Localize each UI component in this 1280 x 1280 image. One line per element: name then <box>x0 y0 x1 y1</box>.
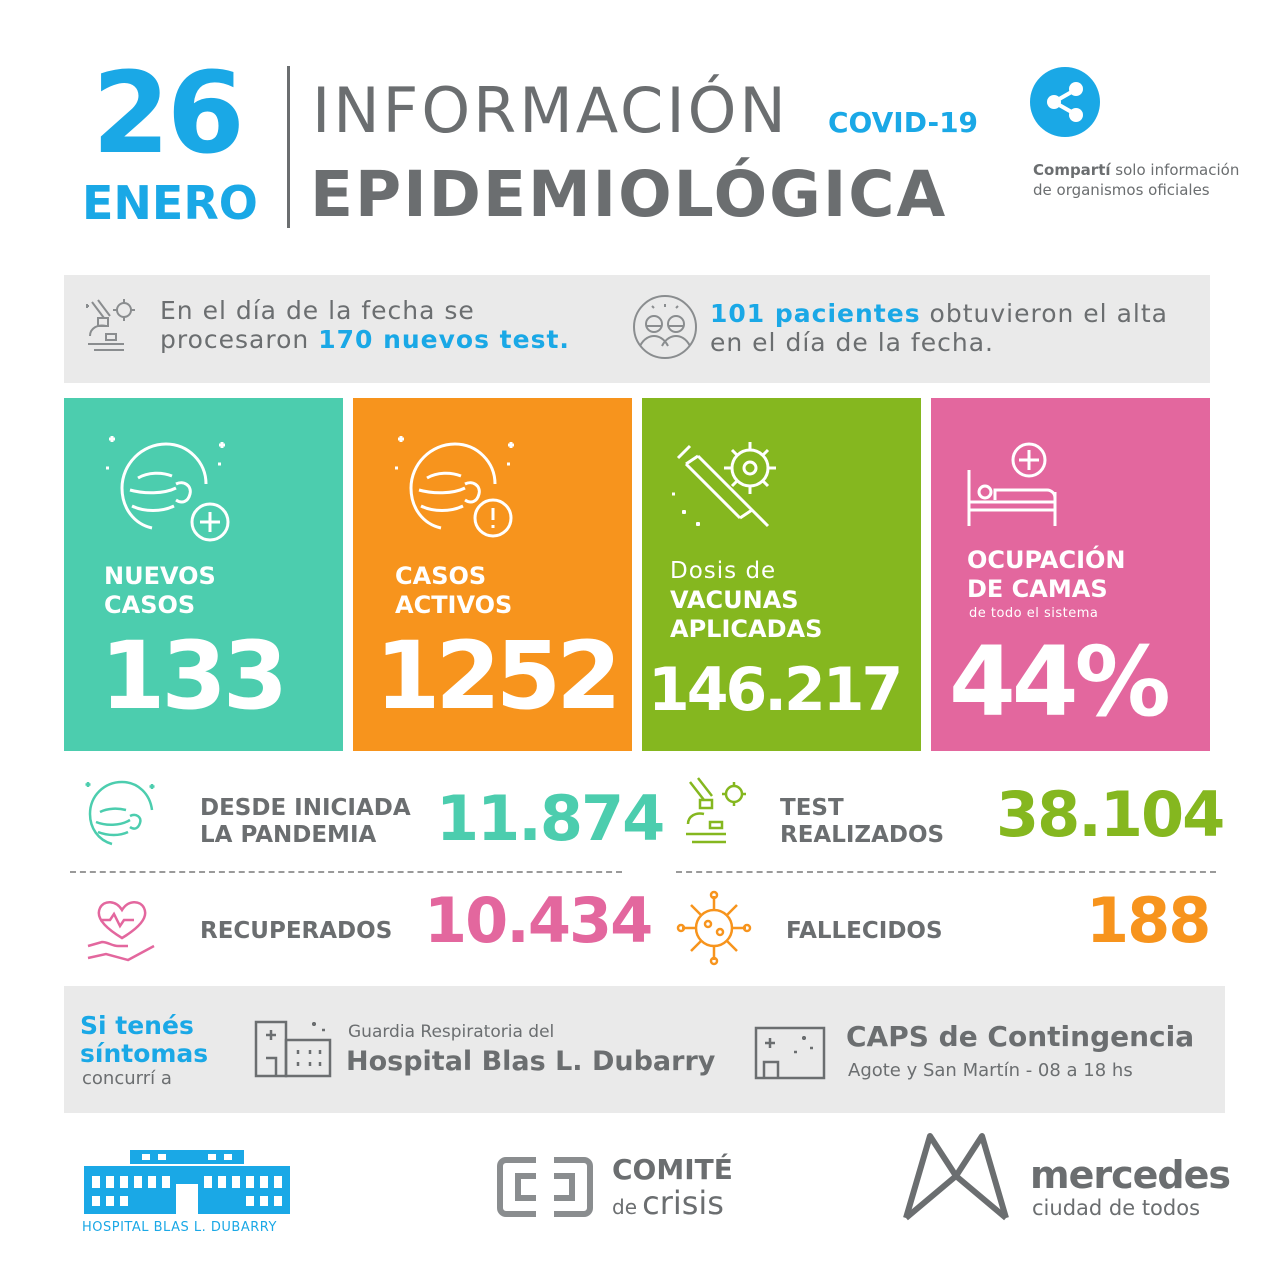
card-vacunas-value: 146.217 <box>648 655 903 725</box>
stat-pandemia-label-2: LA PANDEMIA <box>200 822 377 848</box>
mercedes-title: mercedes <box>1030 1153 1231 1197</box>
stat-pandemia-value: 11.874 <box>436 782 665 855</box>
divider-left <box>70 871 622 873</box>
patients-icon <box>632 294 698 364</box>
discharges-text: 101 pacientes obtuvieron el alta en el d… <box>710 299 1180 357</box>
card-camas-label-2: DE CAMAS <box>967 575 1108 603</box>
comite-crisis: crisis <box>642 1184 724 1222</box>
date-day: 26 <box>92 49 245 179</box>
share-note: Compartí solo información de organismos … <box>1033 160 1253 200</box>
comite-logo-icon <box>496 1156 596 1222</box>
share-note-text: solo información de organismos oficiales <box>1033 161 1240 199</box>
guardia-small: Guardia Respiratoria del <box>348 1022 555 1042</box>
card-activos-label-1: CASOS <box>395 562 487 590</box>
symptoms-line-2: síntomas <box>80 1039 209 1068</box>
date-month: ENERO <box>82 176 258 230</box>
syringe-virus-icon <box>668 434 788 548</box>
mask-plus-icon <box>102 428 232 552</box>
hospital-logo <box>82 1144 292 1222</box>
comite-subtitle: de crisis <box>612 1186 724 1226</box>
virus-icon <box>676 890 752 970</box>
stat-fallecidos-value: 188 <box>1086 884 1211 957</box>
tests-today-pre: En el día de la fecha se procesaron <box>160 296 475 354</box>
stat-recuperados-value: 10.434 <box>424 884 653 957</box>
symptoms-line-3: concurrí a <box>82 1068 172 1089</box>
card-camas-value: 44% <box>949 626 1171 738</box>
hospital-bed-icon <box>965 442 1065 538</box>
guardia-hospital: Hospital Blas L. Dubarry <box>346 1046 716 1077</box>
caps-building-icon <box>754 1024 828 1084</box>
mercedes-subtitle: ciudad de todos <box>1032 1196 1201 1220</box>
card-activos-label-2: ACTIVOS <box>395 591 513 619</box>
card-activos-value: 1252 <box>375 622 622 731</box>
mask-head-icon <box>82 776 162 852</box>
title-line-1: INFORMACIÓN <box>312 74 789 147</box>
mask-alert-icon <box>391 428 521 552</box>
card-nuevos-value: 133 <box>100 622 288 731</box>
discharges-count: 101 pacientes <box>710 299 921 328</box>
lab-icon <box>682 776 754 852</box>
comite-title: COMITÉ <box>612 1153 733 1186</box>
card-vacunas: Dosis de VACUNAS APLICADAS 146.217 <box>642 398 921 751</box>
stat-recuperados-label: RECUPERADOS <box>200 918 393 944</box>
stat-tests-value: 38.104 <box>996 778 1225 851</box>
microscope-icon <box>84 296 138 360</box>
daily-info-band <box>64 275 1210 383</box>
card-nuevos-casos: NUEVOS CASOS 133 <box>64 398 343 751</box>
comite-de: de <box>612 1195 637 1219</box>
stat-pandemia-label-1: DESDE INICIADA <box>200 795 411 821</box>
header-divider <box>287 66 290 228</box>
card-camas-sub: de todo el sistema <box>969 606 1099 621</box>
title-line-2: EPIDEMIOLÓGICA <box>310 158 948 231</box>
discharges-post: obtuvieron el alta en el día de la fecha… <box>710 299 1168 357</box>
symptoms-band <box>64 986 1225 1113</box>
stat-tests-label-1: TEST <box>780 795 844 821</box>
card-casos-activos: CASOS ACTIVOS 1252 <box>353 398 632 751</box>
mercedes-logo-icon <box>900 1130 1012 1228</box>
card-vacunas-label-2: APLICADAS <box>670 615 823 643</box>
card-nuevos-label-2: CASOS <box>104 591 196 619</box>
symptoms-line-1: Si tenés <box>80 1011 194 1040</box>
covid-tag: COVID-19 <box>828 106 979 139</box>
hospital-logo-text: HOSPITAL BLAS L. DUBARRY <box>82 1220 277 1235</box>
stat-tests-label-2: REALIZADOS <box>780 822 945 848</box>
share-icon[interactable] <box>1030 67 1100 137</box>
heart-hand-icon <box>86 894 158 968</box>
tests-today-text: En el día de la fecha se procesaron 170 … <box>160 296 610 354</box>
share-note-bold: Compartí <box>1033 161 1111 179</box>
hospital-building-icon <box>254 1018 334 1084</box>
tests-today-count: 170 nuevos test. <box>318 325 570 354</box>
card-camas-label-1: OCUPACIÓN <box>967 546 1126 574</box>
divider-right <box>676 871 1216 873</box>
caps-title: CAPS de Contingencia <box>846 1020 1195 1053</box>
caps-address: Agote y San Martín - 08 a 18 hs <box>848 1060 1133 1081</box>
card-vacunas-pre: Dosis de <box>670 558 777 584</box>
card-nuevos-label-1: NUEVOS <box>104 562 216 590</box>
card-vacunas-label-1: VACUNAS <box>670 586 799 614</box>
card-ocupacion-camas: OCUPACIÓN DE CAMAS de todo el sistema 44… <box>931 398 1210 751</box>
stat-fallecidos-label: FALLECIDOS <box>786 918 943 944</box>
